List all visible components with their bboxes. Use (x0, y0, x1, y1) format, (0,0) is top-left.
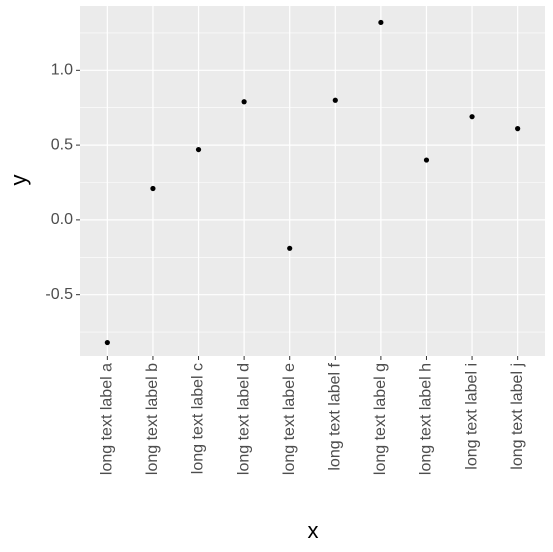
y-tick-label: 0.5 (51, 136, 73, 153)
point (104, 339, 110, 346)
x-tick-label: long text label e (281, 363, 298, 475)
point (150, 185, 156, 192)
x-tick-label: long text label b (144, 363, 161, 475)
x-tick-label: long text label j (509, 363, 526, 470)
x-tick-label: long text label a (99, 363, 116, 475)
x-axis-title: x (308, 518, 319, 543)
x-tick-label: long text label i (463, 363, 480, 470)
point (287, 245, 293, 251)
y-axis-title: y (6, 175, 31, 186)
y-tick-label: -0.5 (45, 286, 73, 303)
x-tick-label: long text label h (418, 363, 435, 475)
point (332, 97, 338, 103)
x-tick-label: long text label g (372, 363, 389, 475)
point (378, 19, 384, 26)
panel (80, 6, 545, 356)
point (423, 157, 430, 163)
point (241, 99, 247, 105)
x-tick-label: long text label f (327, 362, 344, 470)
y-tick-label: 0.0 (51, 211, 73, 228)
point (469, 114, 475, 120)
x-tick-label: long text label c (190, 363, 207, 474)
point (515, 126, 521, 132)
x-tick-label: long text label d (235, 363, 252, 475)
y-tick-label: 1.0 (51, 62, 73, 79)
point (195, 146, 202, 153)
